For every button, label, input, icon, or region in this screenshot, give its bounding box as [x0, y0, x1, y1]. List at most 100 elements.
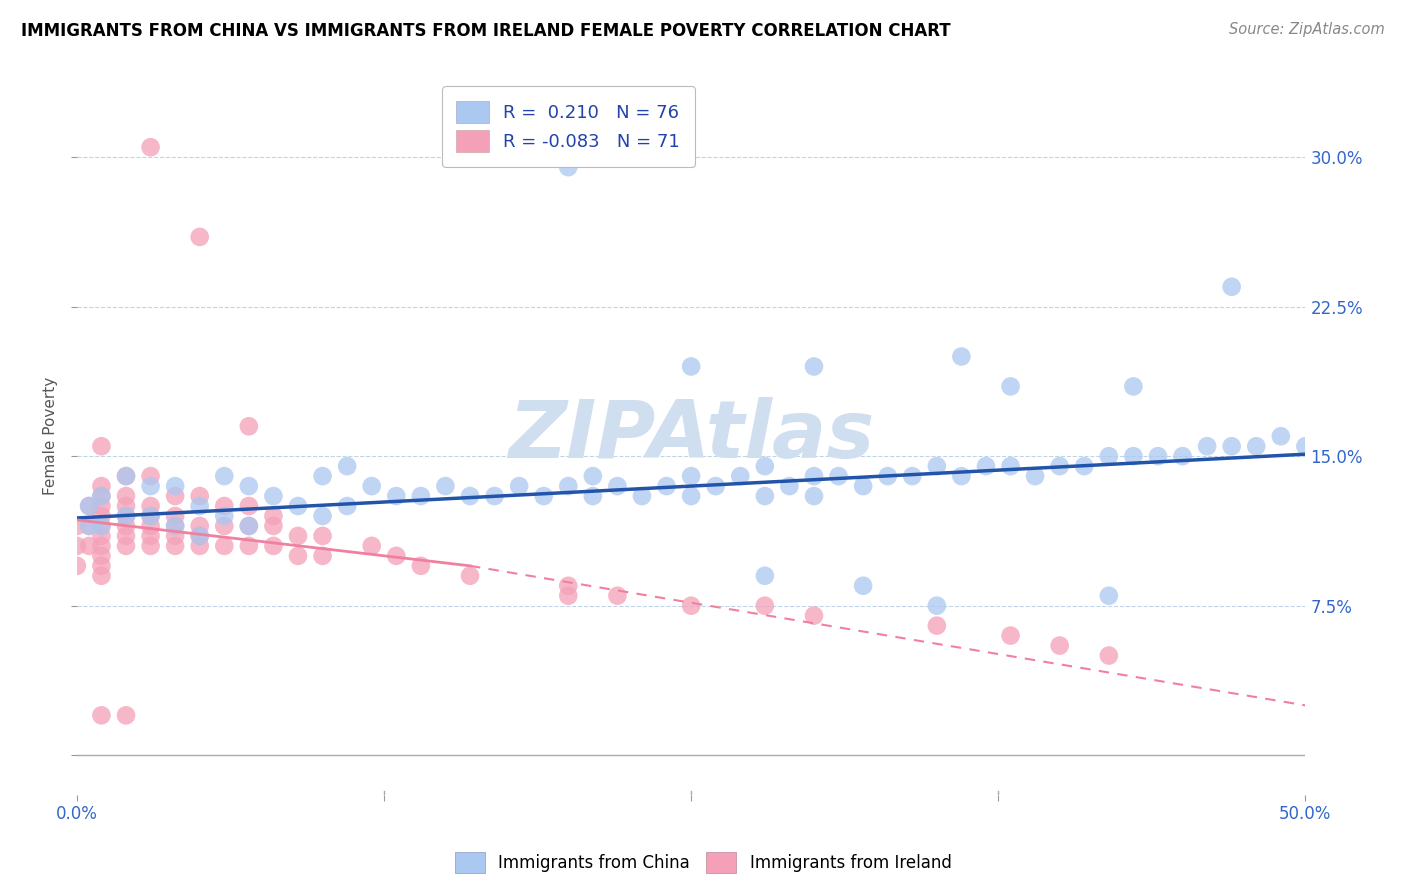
Point	[90, 519, 112, 533]
Point	[385, 549, 408, 563]
Point	[165, 508, 187, 523]
Point	[90, 558, 112, 573]
Point	[262, 519, 284, 533]
Point	[1098, 648, 1121, 663]
Point	[90, 499, 112, 513]
Point	[1270, 429, 1292, 443]
Point	[311, 508, 333, 523]
Point	[1220, 279, 1243, 293]
Point	[925, 599, 948, 613]
Point	[1049, 639, 1071, 653]
Point	[66, 539, 89, 553]
Point	[90, 489, 112, 503]
Point	[852, 579, 875, 593]
Point	[508, 479, 530, 493]
Point	[778, 479, 800, 493]
Point	[214, 508, 236, 523]
Point	[606, 479, 628, 493]
Point	[188, 230, 211, 244]
Point	[188, 519, 211, 533]
Point	[360, 479, 382, 493]
Point	[1122, 449, 1144, 463]
Point	[90, 508, 112, 523]
Point	[950, 469, 973, 483]
Point	[484, 489, 506, 503]
Point	[238, 519, 260, 533]
Point	[188, 489, 211, 503]
Point	[90, 569, 112, 583]
Point	[655, 479, 678, 493]
Point	[238, 499, 260, 513]
Point	[385, 489, 408, 503]
Y-axis label: Female Poverty: Female Poverty	[44, 377, 58, 495]
Point	[1147, 449, 1170, 463]
Point	[336, 459, 359, 474]
Text: Source: ZipAtlas.com: Source: ZipAtlas.com	[1229, 22, 1385, 37]
Point	[1171, 449, 1194, 463]
Point	[214, 519, 236, 533]
Point	[754, 569, 776, 583]
Point	[115, 519, 138, 533]
Point	[77, 539, 100, 553]
Point	[336, 499, 359, 513]
Point	[754, 599, 776, 613]
Point	[139, 140, 162, 154]
Point	[803, 608, 825, 623]
Point	[974, 459, 997, 474]
Point	[90, 489, 112, 503]
Point	[66, 558, 89, 573]
Point	[165, 479, 187, 493]
Point	[1073, 459, 1095, 474]
Point	[582, 489, 605, 503]
Point	[803, 469, 825, 483]
Point	[557, 479, 579, 493]
Point	[139, 508, 162, 523]
Point	[311, 529, 333, 543]
Point	[115, 499, 138, 513]
Point	[139, 539, 162, 553]
Point	[238, 539, 260, 553]
Point	[1294, 439, 1316, 453]
Point	[139, 519, 162, 533]
Point	[139, 499, 162, 513]
Point	[1024, 469, 1046, 483]
Point	[90, 529, 112, 543]
Point	[950, 350, 973, 364]
Point	[557, 589, 579, 603]
Point	[582, 469, 605, 483]
Point	[165, 539, 187, 553]
Point	[90, 539, 112, 553]
Point	[77, 499, 100, 513]
Point	[557, 579, 579, 593]
Point	[409, 558, 432, 573]
Point	[238, 519, 260, 533]
Point	[730, 469, 752, 483]
Point	[262, 489, 284, 503]
Point	[188, 529, 211, 543]
Legend: Immigrants from China, Immigrants from Ireland: Immigrants from China, Immigrants from I…	[449, 846, 957, 880]
Point	[262, 539, 284, 553]
Point	[1098, 589, 1121, 603]
Point	[115, 469, 138, 483]
Point	[188, 539, 211, 553]
Point	[90, 549, 112, 563]
Point	[557, 160, 579, 174]
Point	[238, 419, 260, 434]
Point	[262, 508, 284, 523]
Point	[77, 519, 100, 533]
Point	[287, 529, 309, 543]
Point	[90, 439, 112, 453]
Point	[704, 479, 727, 493]
Point	[1220, 439, 1243, 453]
Point	[139, 479, 162, 493]
Point	[1000, 459, 1022, 474]
Point	[360, 539, 382, 553]
Point	[901, 469, 924, 483]
Point	[90, 519, 112, 533]
Point	[925, 459, 948, 474]
Point	[139, 529, 162, 543]
Point	[1197, 439, 1219, 453]
Legend: R =  0.210   N = 76, R = -0.083   N = 71: R = 0.210 N = 76, R = -0.083 N = 71	[441, 87, 695, 167]
Point	[681, 359, 703, 374]
Point	[1098, 449, 1121, 463]
